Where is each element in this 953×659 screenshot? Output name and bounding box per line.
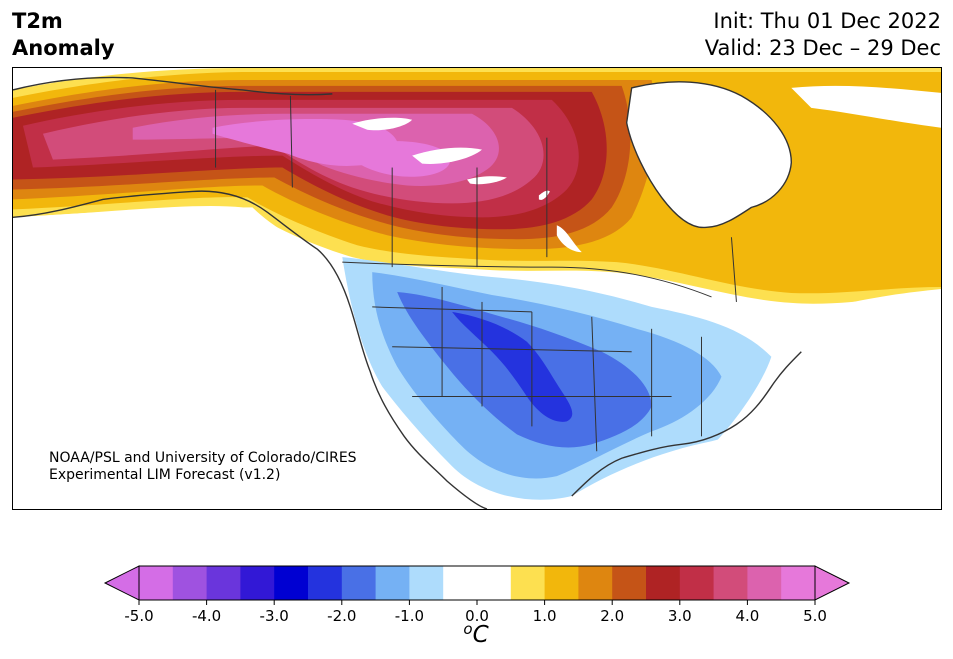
colorbar-tick-label: 1.0 [533,607,557,625]
colorbar-extend-low [103,565,140,601]
colorbar-segment [578,566,613,600]
colorbar-segment [679,566,715,600]
coastlines [13,76,802,509]
colorbar-tick-label: 0.0 [465,607,489,625]
colorbar-tick-label: 4.0 [735,607,759,625]
colorbar-tick-label: 3.0 [668,607,692,625]
map-title: T2m Anomaly [12,8,115,62]
colorbar-segment [341,566,377,600]
colorbar-segment [510,566,546,600]
colorbar-segment [139,566,174,600]
colorbar-segment [240,566,275,600]
colorbar-tick-label: -1.0 [395,607,424,625]
colorbar-tick-label: 2.0 [600,607,624,625]
unit-base: C [473,622,489,648]
colorbar-segment [477,566,512,600]
colorbar-segment [409,566,444,600]
colorbar-segment [646,566,681,600]
credit-line-2: Experimental LIM Forecast (v1.2) [49,467,281,483]
cold-anomaly-region [342,257,772,500]
colorbar-tick-label: -2.0 [327,607,356,625]
hudson-bay [626,81,941,367]
colorbar-tick-label: -3.0 [260,607,289,625]
title-line-2: Anomaly [12,36,115,60]
colorbar-segment [206,566,241,600]
colorbar-segment [172,566,208,600]
title-line-1: T2m [12,9,63,33]
colorbar-segment [544,566,579,600]
colorbar-tick-label: -5.0 [124,607,153,625]
colorbar-segment [612,566,647,600]
colorbar-segment [274,566,309,600]
map-canvas [13,68,941,509]
colorbar-tick-label: 5.0 [803,607,827,625]
colorbar: -5.0 -4.0 -3.0 -2.0 -1.0 0.0 1.0 2.0 3.0 4.0 5.0 oC [0,560,953,659]
date-info: Init: Thu 01 Dec 2022 Valid: 23 Dec – 29… [705,8,941,62]
ocean-areas [13,207,941,509]
colorbar-segment [747,566,782,600]
colorbar-unit-label: oC [463,620,488,648]
valid-date: Valid: 23 Dec – 29 Dec [704,36,941,60]
political-borders [215,89,737,452]
colorbar-segment [781,566,816,600]
forecast-credit: NOAA/PSL and University of Colorado/CIRE… [49,450,357,484]
colorbar-segment [375,566,410,600]
colorbar-tick-label: -4.0 [192,607,221,625]
credit-line-1: NOAA/PSL and University of Colorado/CIRE… [49,450,357,466]
great-lakes-canada [352,117,582,253]
colorbar-svg: -5.0 -4.0 -3.0 -2.0 -1.0 0.0 1.0 2.0 3.0 4.0 5.0 oC [103,565,851,648]
init-date: Init: Thu 01 Dec 2022 [713,9,941,33]
colorbar-segment [443,566,478,600]
anomaly-map [12,67,942,510]
colorbar-segment [713,566,748,600]
unit-superscript: o [463,620,472,638]
colorbar-segment [308,566,343,600]
colorbar-extend-high [814,565,851,601]
